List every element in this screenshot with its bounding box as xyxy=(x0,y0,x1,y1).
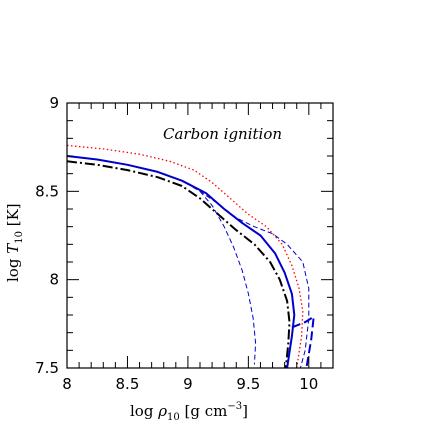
y-tick-label: 8.5 xyxy=(35,182,59,200)
series-line-dashed xyxy=(163,173,310,368)
y-tick-label: 9 xyxy=(49,94,59,112)
series-line-dashed-long xyxy=(291,315,315,368)
x-axis-title: log ρ10 [g cm−3] xyxy=(130,401,248,423)
y-axis-title: log T10 [K] xyxy=(4,203,25,282)
x-tick-label: 8 xyxy=(62,375,72,393)
y-tick-label: 7.5 xyxy=(35,359,59,377)
y-tick-label: 8 xyxy=(49,271,59,289)
series-line-dotted xyxy=(67,144,304,368)
x-tick-label: 9 xyxy=(183,375,193,393)
x-tick-label: 10 xyxy=(299,375,318,393)
series-line-dash-dot xyxy=(67,160,291,368)
annotation-carbon-ignition: Carbon ignition xyxy=(163,125,282,143)
x-tick-label: 8.5 xyxy=(116,375,140,393)
x-tick-label: 9.5 xyxy=(236,375,260,393)
series-line-dashed xyxy=(199,190,257,365)
series-line-solid xyxy=(67,155,296,368)
